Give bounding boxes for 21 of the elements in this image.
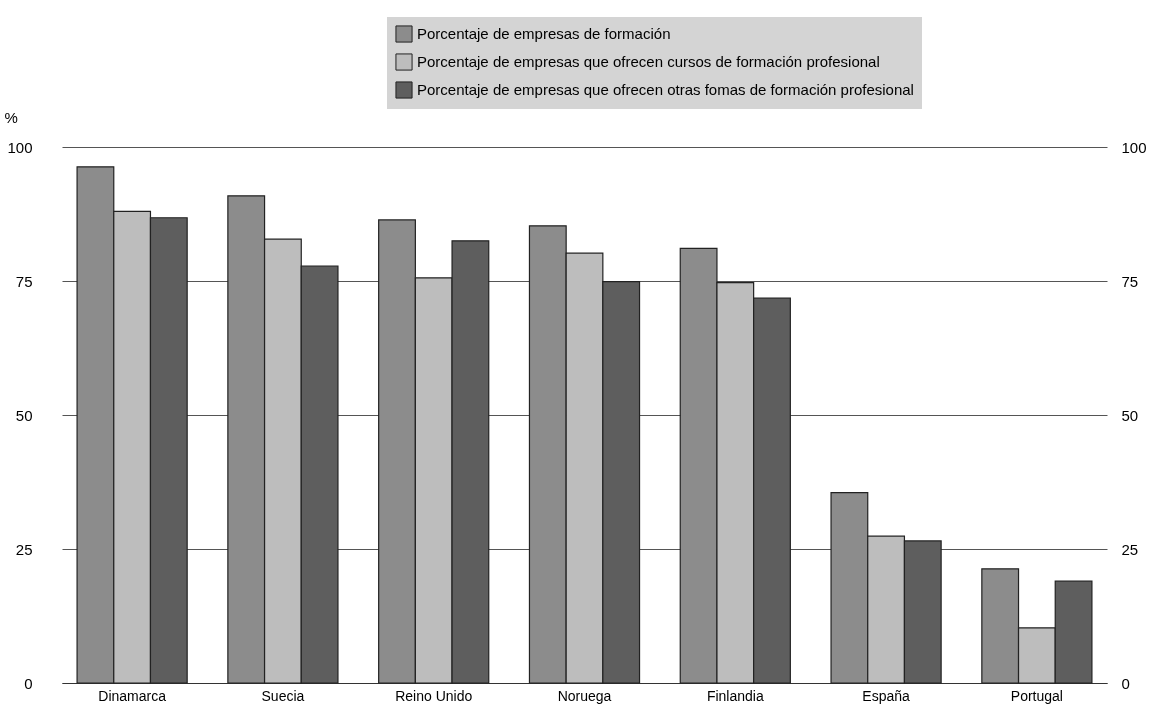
- y-tick-label: 50: [15, 406, 33, 424]
- y-tick-label: 75: [15, 272, 33, 290]
- x-tick-label: Portugal: [1010, 687, 1063, 704]
- y2-tick-label: 75: [1121, 272, 1139, 290]
- x-tick-label: Finlandia: [706, 687, 764, 704]
- legend-label: Porcentaje de empresas de formación: [417, 25, 671, 42]
- x-tick-label: Dinamarca: [98, 687, 167, 704]
- y2-tick-label: 50: [1121, 406, 1139, 424]
- legend-label: Porcentaje de empresas que ofrecen otras fomas de formación profesional: [417, 81, 914, 98]
- x-tick-label: Suecia: [261, 687, 305, 704]
- x-tick-label: España: [862, 687, 911, 704]
- y-axis-title: %: [4, 108, 18, 126]
- x-tick-label: Noruega: [557, 687, 612, 704]
- y-tick-label: 0: [24, 674, 33, 692]
- y2-tick-label: 25: [1121, 540, 1139, 558]
- y-tick-label: 100: [7, 138, 33, 156]
- y2-tick-label: 0: [1121, 674, 1130, 692]
- y-tick-label: 25: [15, 540, 33, 558]
- y2-tick-label: 100: [1121, 138, 1147, 156]
- x-tick-label: Reino Unido: [395, 687, 473, 704]
- legend-label: Porcentaje de empresas que ofrecen cursos de formación profesional: [417, 53, 880, 70]
